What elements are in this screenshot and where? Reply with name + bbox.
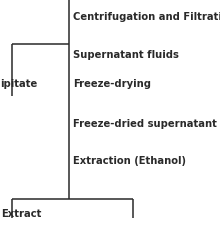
- Text: Freeze-drying: Freeze-drying: [73, 79, 151, 89]
- Text: Centrifugation and Filtration: Centrifugation and Filtration: [73, 12, 220, 22]
- Text: Freeze-dried supernatant: Freeze-dried supernatant: [73, 119, 217, 129]
- Text: Extract: Extract: [1, 209, 42, 219]
- Text: Supernatant fluids: Supernatant fluids: [73, 50, 179, 60]
- Text: ipitate: ipitate: [0, 79, 37, 89]
- Text: Extraction (Ethanol): Extraction (Ethanol): [73, 156, 186, 166]
